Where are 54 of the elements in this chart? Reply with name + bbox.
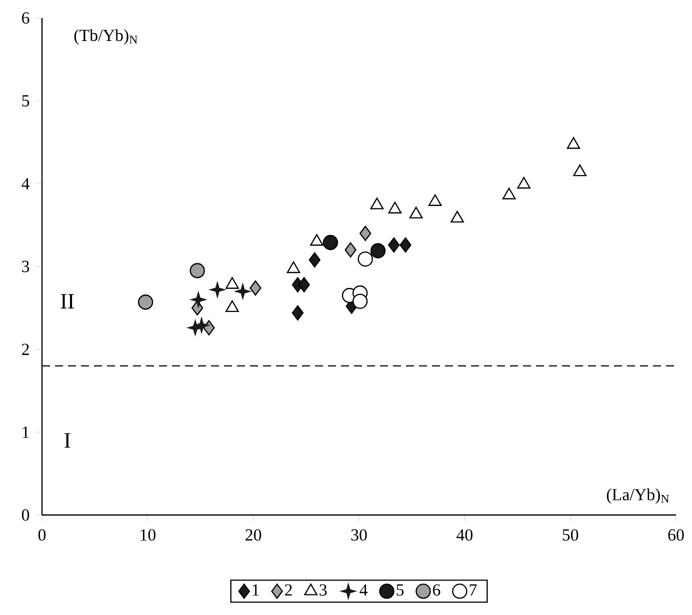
legend-label: 4	[360, 584, 368, 596]
point	[208, 280, 226, 299]
point	[359, 226, 372, 241]
point	[388, 237, 400, 253]
legend-label: 1	[252, 584, 259, 596]
point	[573, 164, 587, 176]
point	[298, 277, 310, 292]
point	[352, 294, 368, 309]
point	[310, 234, 324, 246]
y-tick-label: 5	[22, 95, 30, 106]
point	[308, 252, 320, 268]
point	[322, 234, 338, 250]
legend-label: 7	[470, 584, 477, 596]
x-tick-label: 10	[140, 529, 156, 541]
x-tick-label: 40	[456, 529, 472, 541]
point	[190, 263, 205, 278]
y-tick-label: 1	[22, 426, 29, 438]
point	[370, 243, 386, 258]
legend-label: 3	[320, 584, 327, 596]
y-axis-title: (Tb/Yb)$_{N}$	[74, 29, 138, 45]
point	[450, 210, 464, 223]
legend-label: 5	[396, 584, 404, 596]
point	[517, 176, 531, 189]
x-tick-label: 20	[246, 529, 262, 541]
point	[566, 137, 580, 149]
legend-label: 6	[432, 584, 440, 596]
point	[428, 194, 442, 206]
point	[370, 198, 384, 210]
point	[388, 202, 402, 214]
x-axis-title: (La/Yb)$_{N}$	[606, 488, 669, 504]
annotation: I	[64, 433, 70, 448]
x-tick-label: 60	[668, 529, 684, 541]
y-tick-label: 3	[22, 260, 30, 272]
point	[234, 282, 252, 300]
y-tick-label: 6	[22, 12, 30, 24]
point	[250, 280, 262, 296]
x-tick-label: 30	[351, 529, 367, 541]
point	[189, 290, 208, 309]
point	[400, 237, 412, 253]
point	[344, 242, 356, 258]
x-tick-label: 50	[562, 529, 578, 541]
point	[286, 261, 300, 274]
point	[138, 294, 154, 310]
point	[358, 251, 373, 267]
point	[502, 188, 516, 200]
point	[192, 316, 211, 334]
y-tick-label: 0	[22, 509, 30, 521]
y-tick-label: 4	[22, 178, 30, 190]
point	[409, 206, 423, 218]
y-tick-label: 2	[22, 344, 29, 355]
legend-label: 2	[285, 584, 292, 596]
x-tick-label: 0	[38, 529, 46, 541]
annotation: II	[60, 294, 74, 308]
point	[292, 305, 304, 320]
